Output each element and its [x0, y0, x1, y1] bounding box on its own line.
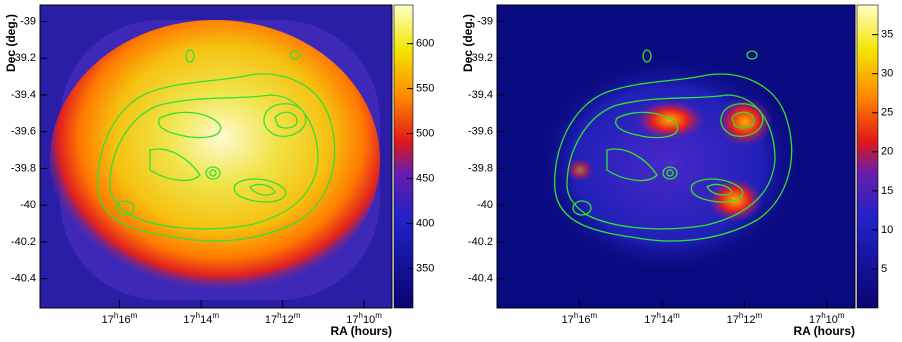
- x-tick-label-part: m: [756, 311, 763, 320]
- y-axis-label: Dec (deg.): [4, 14, 18, 72]
- x-tick-label: 17h10m: [346, 311, 382, 326]
- x-tick-label-part: h: [821, 311, 825, 320]
- colorbar-tick-label: 25: [881, 107, 893, 119]
- x-tick-label-part: 16: [118, 314, 130, 326]
- x-tick-label-part: 17: [265, 314, 277, 326]
- colorbar-tick-label: 400: [416, 217, 434, 229]
- x-tick-label: 17h14m: [183, 311, 219, 326]
- x-tick-label-part: 12: [743, 314, 755, 326]
- x-tick-label-part: 12: [282, 314, 294, 326]
- y-tick-label: -40: [477, 199, 493, 211]
- x-tick-label-part: h: [196, 311, 200, 320]
- x-tick-label-part: m: [673, 311, 680, 320]
- x-tick-label-part: 10: [363, 314, 375, 326]
- x-axis-label: RA (hours): [330, 324, 392, 338]
- x-tick-label-part: h: [277, 311, 281, 320]
- y-tick-label: -39.6: [468, 126, 493, 138]
- x-tick-label-part: 17: [644, 314, 656, 326]
- x-tick-label-part: m: [591, 311, 598, 320]
- colorbar-tick-label: 5: [881, 263, 887, 275]
- colorbar-tick-label: 20: [881, 146, 893, 158]
- plot-frame: [39, 4, 393, 309]
- map-image: [497, 5, 855, 308]
- x-tick-label-part: 17: [809, 314, 821, 326]
- y-tick-label: -39.2: [468, 52, 493, 64]
- y-tick-label: -40.2: [11, 236, 36, 248]
- x-tick-label-part: 16: [578, 314, 590, 326]
- colorbar-tick-label: 350: [416, 262, 434, 274]
- y-tick-label: -39.8: [11, 162, 36, 174]
- x-tick-label: 17h12m: [727, 311, 763, 326]
- x-tick-label-part: 17: [562, 314, 574, 326]
- x-tick-label-part: 14: [661, 314, 673, 326]
- colorbar-tick-label: 10: [881, 224, 893, 236]
- x-tick-label-part: 14: [200, 314, 212, 326]
- x-tick-label-part: m: [838, 311, 845, 320]
- x-tick-label-part: m: [131, 311, 138, 320]
- x-tick-label: 17h10m: [809, 311, 845, 326]
- y-tick-label: -40.4: [11, 273, 36, 285]
- x-tick-label: 17h12m: [265, 311, 301, 326]
- colorbar: [393, 4, 414, 309]
- x-tick-label-part: 10: [826, 314, 838, 326]
- colorbar-tick-label: 550: [416, 83, 434, 95]
- x-tick-label-part: 17: [727, 314, 739, 326]
- x-tick-label: 17h16m: [562, 311, 598, 326]
- colorbar-tick-label: 35: [881, 29, 893, 41]
- x-tick-label-part: m: [294, 311, 301, 320]
- plot-frame: [496, 4, 856, 309]
- x-tick-label: 17h14m: [644, 311, 680, 326]
- colorbar-tick-label: 600: [416, 38, 434, 50]
- y-tick-label: -40: [20, 199, 36, 211]
- y-tick-label: -39.8: [468, 162, 493, 174]
- y-tick-label: -39.2: [11, 52, 36, 64]
- y-tick-label: -39.6: [11, 126, 36, 138]
- x-tick-label-part: h: [114, 311, 118, 320]
- x-tick-label-part: m: [212, 311, 219, 320]
- x-axis-label: RA (hours): [793, 324, 855, 338]
- colorbar-tick-label: 30: [881, 68, 893, 80]
- colorbar: [856, 4, 879, 309]
- y-tick-label: -39.4: [11, 89, 36, 101]
- x-tick-label-part: 17: [346, 314, 358, 326]
- y-tick-label: -40.4: [468, 273, 493, 285]
- y-tick-label: -39: [477, 15, 493, 27]
- x-tick-label-part: h: [739, 311, 743, 320]
- x-tick-label-part: 17: [183, 314, 195, 326]
- map-image: [40, 5, 392, 308]
- x-tick-label-part: h: [359, 311, 363, 320]
- x-tick-label: 17h16m: [102, 311, 138, 326]
- y-tick-label: -39: [20, 15, 36, 27]
- y-axis-label: Dec (deg.): [461, 14, 475, 72]
- colorbar-tick-label: 500: [416, 127, 434, 139]
- x-tick-label-part: 17: [102, 314, 114, 326]
- x-tick-label-part: h: [574, 311, 578, 320]
- x-tick-label-part: m: [375, 311, 382, 320]
- colorbar-tick-label: 450: [416, 172, 434, 184]
- x-tick-label-part: h: [656, 311, 660, 320]
- y-tick-label: -39.4: [468, 89, 493, 101]
- colorbar-tick-label: 15: [881, 185, 893, 197]
- y-tick-label: -40.2: [468, 236, 493, 248]
